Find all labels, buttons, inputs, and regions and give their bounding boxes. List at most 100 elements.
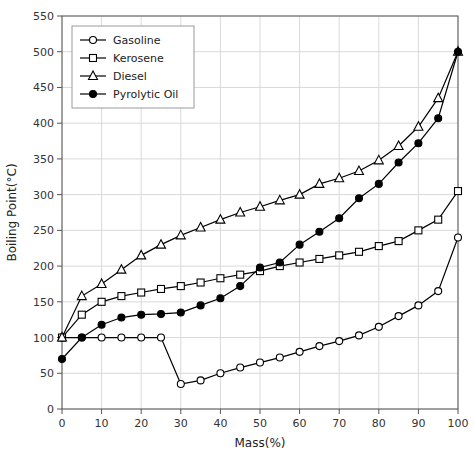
data-point [256, 202, 265, 211]
data-point [316, 228, 323, 235]
series-line [62, 52, 458, 359]
data-point [196, 223, 205, 232]
x-tick-label: 0 [59, 417, 66, 430]
data-point [78, 311, 85, 318]
data-point [117, 265, 126, 274]
data-point [177, 309, 184, 316]
data-point [335, 173, 344, 182]
data-point [177, 380, 184, 387]
data-point [237, 271, 244, 278]
x-grid-line [260, 16, 261, 409]
data-point [158, 310, 165, 317]
data-point [316, 343, 323, 350]
data-point [118, 334, 125, 341]
data-point [375, 180, 382, 187]
data-point [395, 238, 402, 245]
y-tick [57, 16, 62, 17]
data-point [217, 370, 224, 377]
x-grid-line [339, 16, 340, 409]
series [59, 234, 462, 387]
x-tick-label: 10 [95, 417, 109, 430]
y-tick [57, 409, 62, 410]
data-point [395, 159, 402, 166]
y-tick-label: 450 [33, 81, 54, 94]
legend-marker [90, 55, 97, 62]
data-point [176, 230, 185, 239]
data-point [257, 359, 264, 366]
data-point [434, 93, 443, 102]
legend-box [72, 26, 194, 108]
data-point [197, 377, 204, 384]
data-area [58, 47, 463, 388]
data-point [275, 195, 284, 204]
legend-item: Diesel [80, 70, 147, 83]
data-point [138, 334, 145, 341]
data-point [455, 48, 462, 55]
y-tick [57, 123, 62, 124]
data-point [356, 248, 363, 255]
x-tick [180, 409, 181, 414]
y-tick [57, 373, 62, 374]
data-point [237, 283, 244, 290]
x-axis-label: Mass(%) [235, 436, 286, 450]
x-tick [458, 409, 459, 414]
data-point [435, 216, 442, 223]
data-point [414, 122, 423, 131]
legend-label: Pyrolytic Oil [113, 88, 178, 101]
data-point [296, 241, 303, 248]
y-axis-label: Boiling Point(°C) [5, 163, 19, 261]
data-point [98, 321, 105, 328]
x-tick [101, 409, 102, 414]
x-tick-label: 60 [293, 417, 307, 430]
y-tick [57, 51, 62, 52]
data-point [375, 323, 382, 330]
y-tick-label: 550 [33, 10, 54, 23]
data-point [257, 264, 264, 271]
series [58, 47, 463, 341]
data-point [435, 115, 442, 122]
data-point [375, 243, 382, 250]
data-point [158, 334, 165, 341]
y-tick-label: 100 [33, 332, 54, 345]
data-point [97, 279, 106, 288]
data-point [336, 252, 343, 259]
data-point [315, 179, 324, 188]
y-tick-label: 350 [33, 153, 54, 166]
data-point [98, 334, 105, 341]
x-grid-line [220, 16, 221, 409]
data-point [237, 364, 244, 371]
y-tick-label: 200 [33, 260, 54, 273]
data-point [316, 255, 323, 262]
data-point [435, 288, 442, 295]
data-point [137, 250, 146, 259]
y-tick [57, 194, 62, 195]
x-tick [339, 409, 340, 414]
legend-label: Kerosene [113, 52, 164, 65]
y-tick [57, 87, 62, 88]
data-point [415, 227, 422, 234]
x-tick-label: 70 [332, 417, 346, 430]
plot-frame [62, 16, 458, 409]
series [59, 188, 462, 341]
data-point [138, 289, 145, 296]
legend-marker [90, 91, 97, 98]
y-tick-label: 150 [33, 296, 54, 309]
data-point [158, 285, 165, 292]
y-tick [57, 301, 62, 302]
grid [62, 16, 458, 409]
x-tick-label: 100 [448, 417, 469, 430]
data-point [296, 348, 303, 355]
y-tick-label: 400 [33, 117, 54, 130]
y-tick-label: 500 [33, 46, 54, 59]
data-point [177, 283, 184, 290]
data-point [295, 190, 304, 199]
data-point [236, 208, 245, 217]
x-tick-label: 80 [372, 417, 386, 430]
legend-label: Diesel [113, 70, 147, 83]
data-point [217, 295, 224, 302]
x-tick-label: 50 [253, 417, 267, 430]
data-point [394, 141, 403, 150]
x-tick-label: 30 [174, 417, 188, 430]
data-point [58, 333, 67, 342]
legend-label: Gasoline [113, 34, 161, 47]
